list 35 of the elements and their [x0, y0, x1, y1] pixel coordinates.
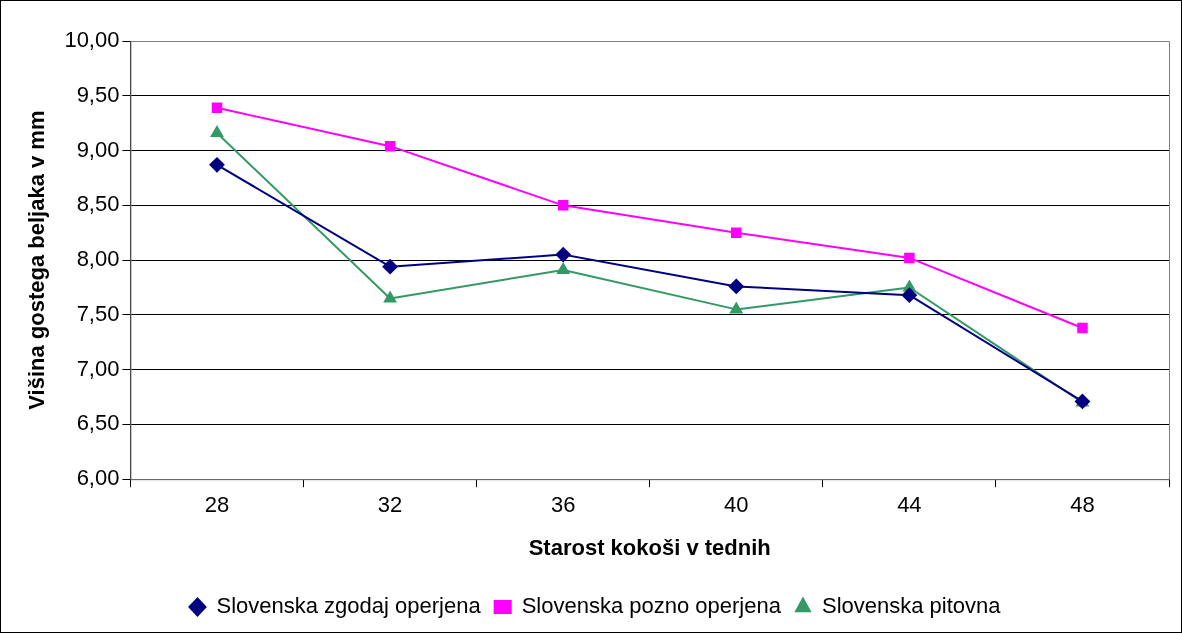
y-tick-label: 8,50 [76, 191, 120, 217]
point [211, 102, 223, 114]
legend-label: Slovenska zgodaj operjena [216, 593, 482, 619]
point [209, 157, 225, 173]
point [1077, 322, 1088, 334]
point [384, 140, 396, 152]
point [555, 247, 571, 263]
point [383, 291, 397, 303]
y-tick-label: 9,00 [76, 136, 120, 162]
y-tick-label: 6,50 [76, 410, 120, 436]
point [556, 262, 570, 274]
y-tick-label: 7,00 [76, 355, 120, 381]
y-tick-label: 10,00 [64, 27, 120, 53]
x-tick-label: 28 [204, 492, 230, 518]
point [210, 126, 224, 138]
point [557, 200, 569, 211]
point [730, 302, 743, 314]
x-axis-title: Starost kokoši v tednih [528, 534, 771, 560]
y-tick-label: 7,50 [76, 300, 120, 326]
y-tick-label: 9,50 [76, 81, 120, 107]
x-tick-label: 32 [377, 492, 403, 518]
legend-label: Slovenska pitovna [821, 593, 1002, 619]
y-tick-label: 6,00 [76, 465, 120, 491]
point [728, 278, 744, 294]
y-axis-title: Višina gostega beljaka v mm [24, 110, 50, 410]
point [382, 259, 398, 275]
x-tick-label: 40 [724, 492, 749, 518]
x-tick-label: 48 [1070, 492, 1095, 518]
y-tick-label: 8,00 [76, 246, 120, 272]
x-tick-label: 44 [897, 492, 922, 518]
x-tick-label: 36 [550, 492, 576, 518]
point [731, 227, 742, 238]
point [901, 287, 917, 303]
point [904, 252, 915, 264]
legend-label: Slovenska pozno operjena [521, 593, 782, 619]
